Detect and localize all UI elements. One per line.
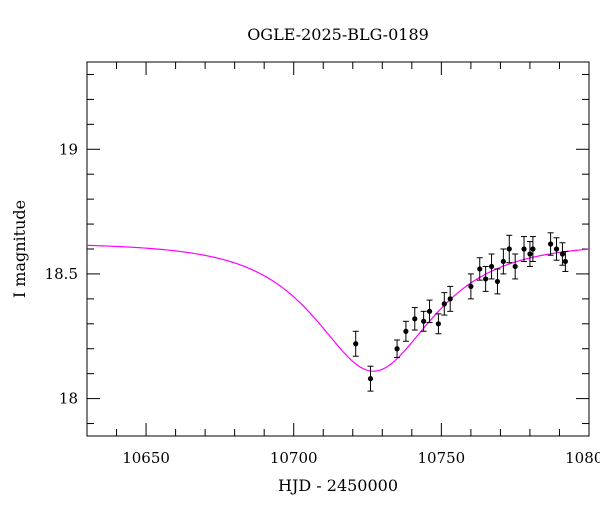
y-tick-label: 18 (59, 390, 78, 408)
chart-title: OGLE-2025-BLG-0189 (247, 25, 429, 44)
data-point (468, 283, 474, 289)
data-point (512, 263, 518, 270)
data-point (530, 246, 536, 252)
data-point (500, 258, 506, 265)
y-tick-label: 18.5 (45, 265, 78, 283)
data-point (477, 266, 483, 272)
data-point (494, 278, 501, 285)
x-tick-label: 10650 (122, 449, 170, 467)
data-point (559, 251, 566, 257)
x-tick-label: 10750 (417, 449, 465, 467)
data-point (553, 246, 560, 252)
data-point (435, 321, 441, 327)
y-axis-title: I magnitude (10, 200, 29, 298)
data-point (367, 376, 374, 382)
data-point (488, 263, 495, 270)
x-tick-label: 10700 (270, 449, 318, 467)
data-point (426, 308, 433, 314)
data-point (562, 258, 568, 265)
data-point (548, 241, 554, 247)
data-point (527, 251, 533, 257)
model-curve (86, 244, 590, 372)
data-point (421, 318, 427, 324)
y-tick-label: 19 (59, 140, 78, 158)
data-point (483, 276, 489, 282)
plot-area: 10650 10700 10750 10800 18 18.5 19 (45, 61, 600, 467)
data-point (394, 346, 400, 352)
data-point (506, 246, 512, 252)
data-point (521, 246, 527, 252)
data-point (403, 328, 409, 334)
data-point (412, 316, 418, 322)
x-axis-title: HJD - 2450000 (278, 476, 398, 495)
data-point (353, 341, 359, 347)
x-tick-label: 10800 (565, 449, 600, 467)
data-point (447, 296, 453, 302)
data-point (441, 301, 447, 307)
